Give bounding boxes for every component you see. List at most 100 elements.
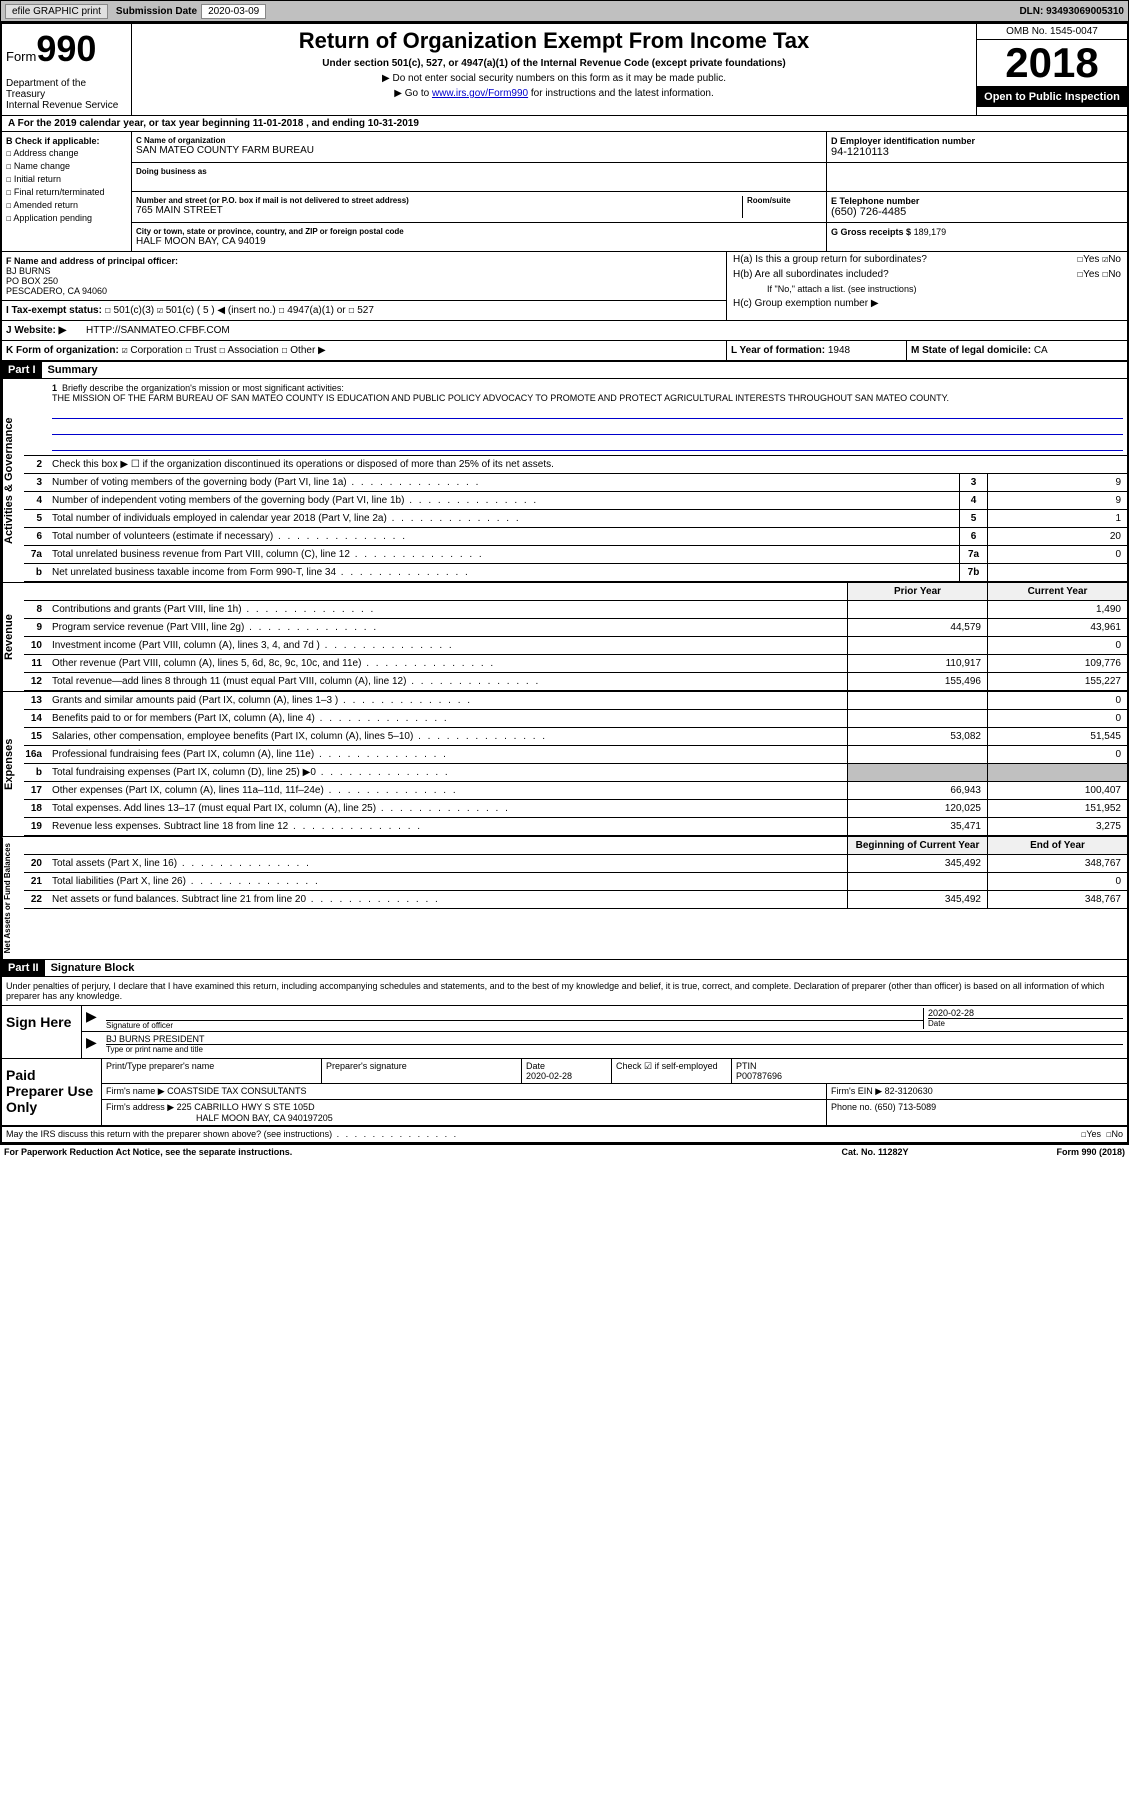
- form-ref: Form 990 (2018): [975, 1147, 1125, 1157]
- summary-line: 18Total expenses. Add lines 13–17 (must …: [24, 800, 1127, 818]
- signature-declaration: Under penalties of perjury, I declare th…: [2, 977, 1127, 1006]
- end-year-header: End of Year: [987, 837, 1127, 854]
- irs-link[interactable]: www.irs.gov/Form990: [432, 88, 528, 99]
- summary-line: 7aTotal unrelated business revenue from …: [24, 546, 1127, 564]
- open-public-badge: Open to Public Inspection: [977, 87, 1127, 107]
- tax-exempt-status: I Tax-exempt status: ☐ 501(c)(3) ☑ 501(c…: [2, 301, 726, 320]
- mission-text: THE MISSION OF THE FARM BUREAU OF SAN MA…: [52, 393, 949, 403]
- summary-line: 2Check this box ▶ ☐ if the organization …: [24, 456, 1127, 474]
- date-label: Date: [928, 1018, 1123, 1028]
- summary-line: 16aProfessional fundraising fees (Part I…: [24, 746, 1127, 764]
- firm-ein: 82-3120630: [885, 1086, 933, 1096]
- column-headers-row: Prior Year Current Year: [24, 583, 1127, 601]
- city-value: HALF MOON BAY, CA 94019: [136, 236, 822, 247]
- begin-year-header: Beginning of Current Year: [847, 837, 987, 854]
- summary-line: 13Grants and similar amounts paid (Part …: [24, 692, 1127, 710]
- row-k-form-org: K Form of organization: ☑ Corporation ☐ …: [2, 341, 727, 360]
- firm-phone-label: Phone no.: [831, 1102, 872, 1112]
- part-1-title: Summary: [42, 362, 104, 378]
- h-b-subordinates: H(b) Are all subordinates included? ☐Yes…: [727, 267, 1127, 282]
- mission-block: 1 Briefly describe the organization's mi…: [24, 379, 1127, 456]
- form-word: Form: [6, 49, 36, 64]
- footer: For Paperwork Reduction Act Notice, see …: [0, 1145, 1129, 1159]
- form-header: Form990 Department of the Treasury Inter…: [2, 24, 1127, 116]
- summary-line: bTotal fundraising expenses (Part IX, co…: [24, 764, 1127, 782]
- section-b-checkboxes: B Check if applicable: ☐ Address change☐…: [2, 132, 132, 251]
- sig-officer-label: Signature of officer: [106, 1020, 923, 1030]
- prep-sig-label: Preparer's signature: [326, 1061, 517, 1071]
- prep-date-label: Date: [526, 1061, 607, 1071]
- submission-date: 2020-03-09: [201, 4, 266, 19]
- side-label-revenue: Revenue: [2, 583, 24, 691]
- checkbox-option[interactable]: ☐ Application pending: [6, 213, 127, 224]
- summary-line: 15Salaries, other compensation, employee…: [24, 728, 1127, 746]
- side-label-governance: Activities & Governance: [2, 379, 24, 582]
- summary-line: 6Total number of volunteers (estimate if…: [24, 528, 1127, 546]
- addr-label: Number and street (or P.O. box if mail i…: [136, 196, 742, 205]
- side-label-expenses: Expenses: [2, 692, 24, 836]
- summary-line: bNet unrelated business taxable income f…: [24, 564, 1127, 582]
- street-address: 765 MAIN STREET: [136, 205, 742, 216]
- top-toolbar: efile GRAPHIC print Submission Date 2020…: [0, 0, 1129, 22]
- checkbox-option[interactable]: ☐ Final return/terminated: [6, 187, 127, 198]
- org-name-label: C Name of organization: [136, 136, 822, 145]
- h-b-note: If "No," attach a list. (see instruction…: [727, 282, 1127, 296]
- current-year-header: Current Year: [987, 583, 1127, 600]
- summary-line: 19Revenue less expenses. Subtract line 1…: [24, 818, 1127, 836]
- ptin-label: PTIN: [736, 1061, 1123, 1071]
- city-label: City or town, state or province, country…: [136, 227, 822, 236]
- checkbox-option[interactable]: ☐ Amended return: [6, 200, 127, 211]
- row-j-website: J Website: ▶ HTTP://SANMATEO.CFBF.COM: [2, 321, 1127, 341]
- side-label-netassets: Net Assets or Fund Balances: [2, 837, 24, 959]
- row-m-state: M State of legal domicile: CA: [907, 341, 1127, 360]
- summary-line: 22Net assets or fund balances. Subtract …: [24, 891, 1127, 909]
- sign-here-label: Sign Here: [2, 1006, 82, 1058]
- firm-addr: 225 CABRILLO HWY S STE 105D: [177, 1102, 315, 1112]
- type-name-label: Type or print name and title: [106, 1044, 1123, 1054]
- summary-line: 17Other expenses (Part IX, column (A), l…: [24, 782, 1127, 800]
- form-subtitle: Under section 501(c), 527, or 4947(a)(1)…: [140, 58, 968, 69]
- self-employed-check: Check ☑ if self-employed: [612, 1059, 732, 1083]
- section-f-officer: F Name and address of principal officer:…: [2, 252, 726, 301]
- part-2-header: Part II: [2, 960, 45, 976]
- summary-line: 8Contributions and grants (Part VIII, li…: [24, 601, 1127, 619]
- row-l-year: L Year of formation: 1948: [727, 341, 907, 360]
- website-url: HTTP://SANMATEO.CFBF.COM: [86, 325, 230, 336]
- phone-value: (650) 726-4485: [831, 206, 1123, 218]
- org-name: SAN MATEO COUNTY FARM BUREAU: [136, 145, 822, 156]
- part-2-title: Signature Block: [45, 960, 141, 976]
- gross-receipts: G Gross receipts $ 189,179: [831, 227, 1123, 237]
- room-label: Room/suite: [747, 196, 822, 205]
- h-c-exemption: H(c) Group exemption number ▶: [727, 296, 1127, 311]
- phone-label: E Telephone number: [831, 196, 1123, 206]
- ein-label: D Employer identification number: [831, 136, 1123, 146]
- checkbox-option[interactable]: ☐ Name change: [6, 161, 127, 172]
- summary-line: 21Total liabilities (Part X, line 26)0: [24, 873, 1127, 891]
- paid-preparer-label: Paid Preparer Use Only: [2, 1059, 102, 1125]
- summary-line: 20Total assets (Part X, line 16)345,4923…: [24, 855, 1127, 873]
- summary-line: 12Total revenue—add lines 8 through 11 (…: [24, 673, 1127, 691]
- ptin-value: P00787696: [736, 1071, 1123, 1081]
- checkbox-option[interactable]: ☐ Address change: [6, 148, 127, 159]
- irs-discuss-row: May the IRS discuss this return with the…: [2, 1127, 1127, 1143]
- submission-label: Submission Date: [116, 6, 197, 17]
- summary-line: 14Benefits paid to or for members (Part …: [24, 710, 1127, 728]
- checkbox-option[interactable]: ☐ Initial return: [6, 174, 127, 185]
- summary-line: 9Program service revenue (Part VIII, lin…: [24, 619, 1127, 637]
- note-ssn: ▶ Do not enter social security numbers o…: [140, 73, 968, 84]
- form-title: Return of Organization Exempt From Incom…: [140, 28, 968, 54]
- firm-name-label: Firm's name ▶: [106, 1086, 165, 1096]
- net-headers-row: Beginning of Current Year End of Year: [24, 837, 1127, 855]
- h-a-group-return: H(a) Is this a group return for subordin…: [727, 252, 1127, 267]
- cat-number: Cat. No. 11282Y: [775, 1147, 975, 1157]
- efile-button[interactable]: efile GRAPHIC print: [5, 4, 108, 19]
- print-name-label: Print/Type preparer's name: [106, 1061, 317, 1071]
- dept-treasury: Department of the Treasury Internal Reve…: [6, 78, 127, 111]
- firm-addr-label: Firm's address ▶: [106, 1102, 174, 1112]
- summary-line: 11Other revenue (Part VIII, column (A), …: [24, 655, 1127, 673]
- sig-date: 2020-02-28: [928, 1008, 1123, 1018]
- dba-label: Doing business as: [136, 167, 822, 176]
- summary-line: 3Number of voting members of the governi…: [24, 474, 1127, 492]
- form-number: 990: [36, 28, 96, 69]
- ein-value: 94-1210113: [831, 146, 1123, 158]
